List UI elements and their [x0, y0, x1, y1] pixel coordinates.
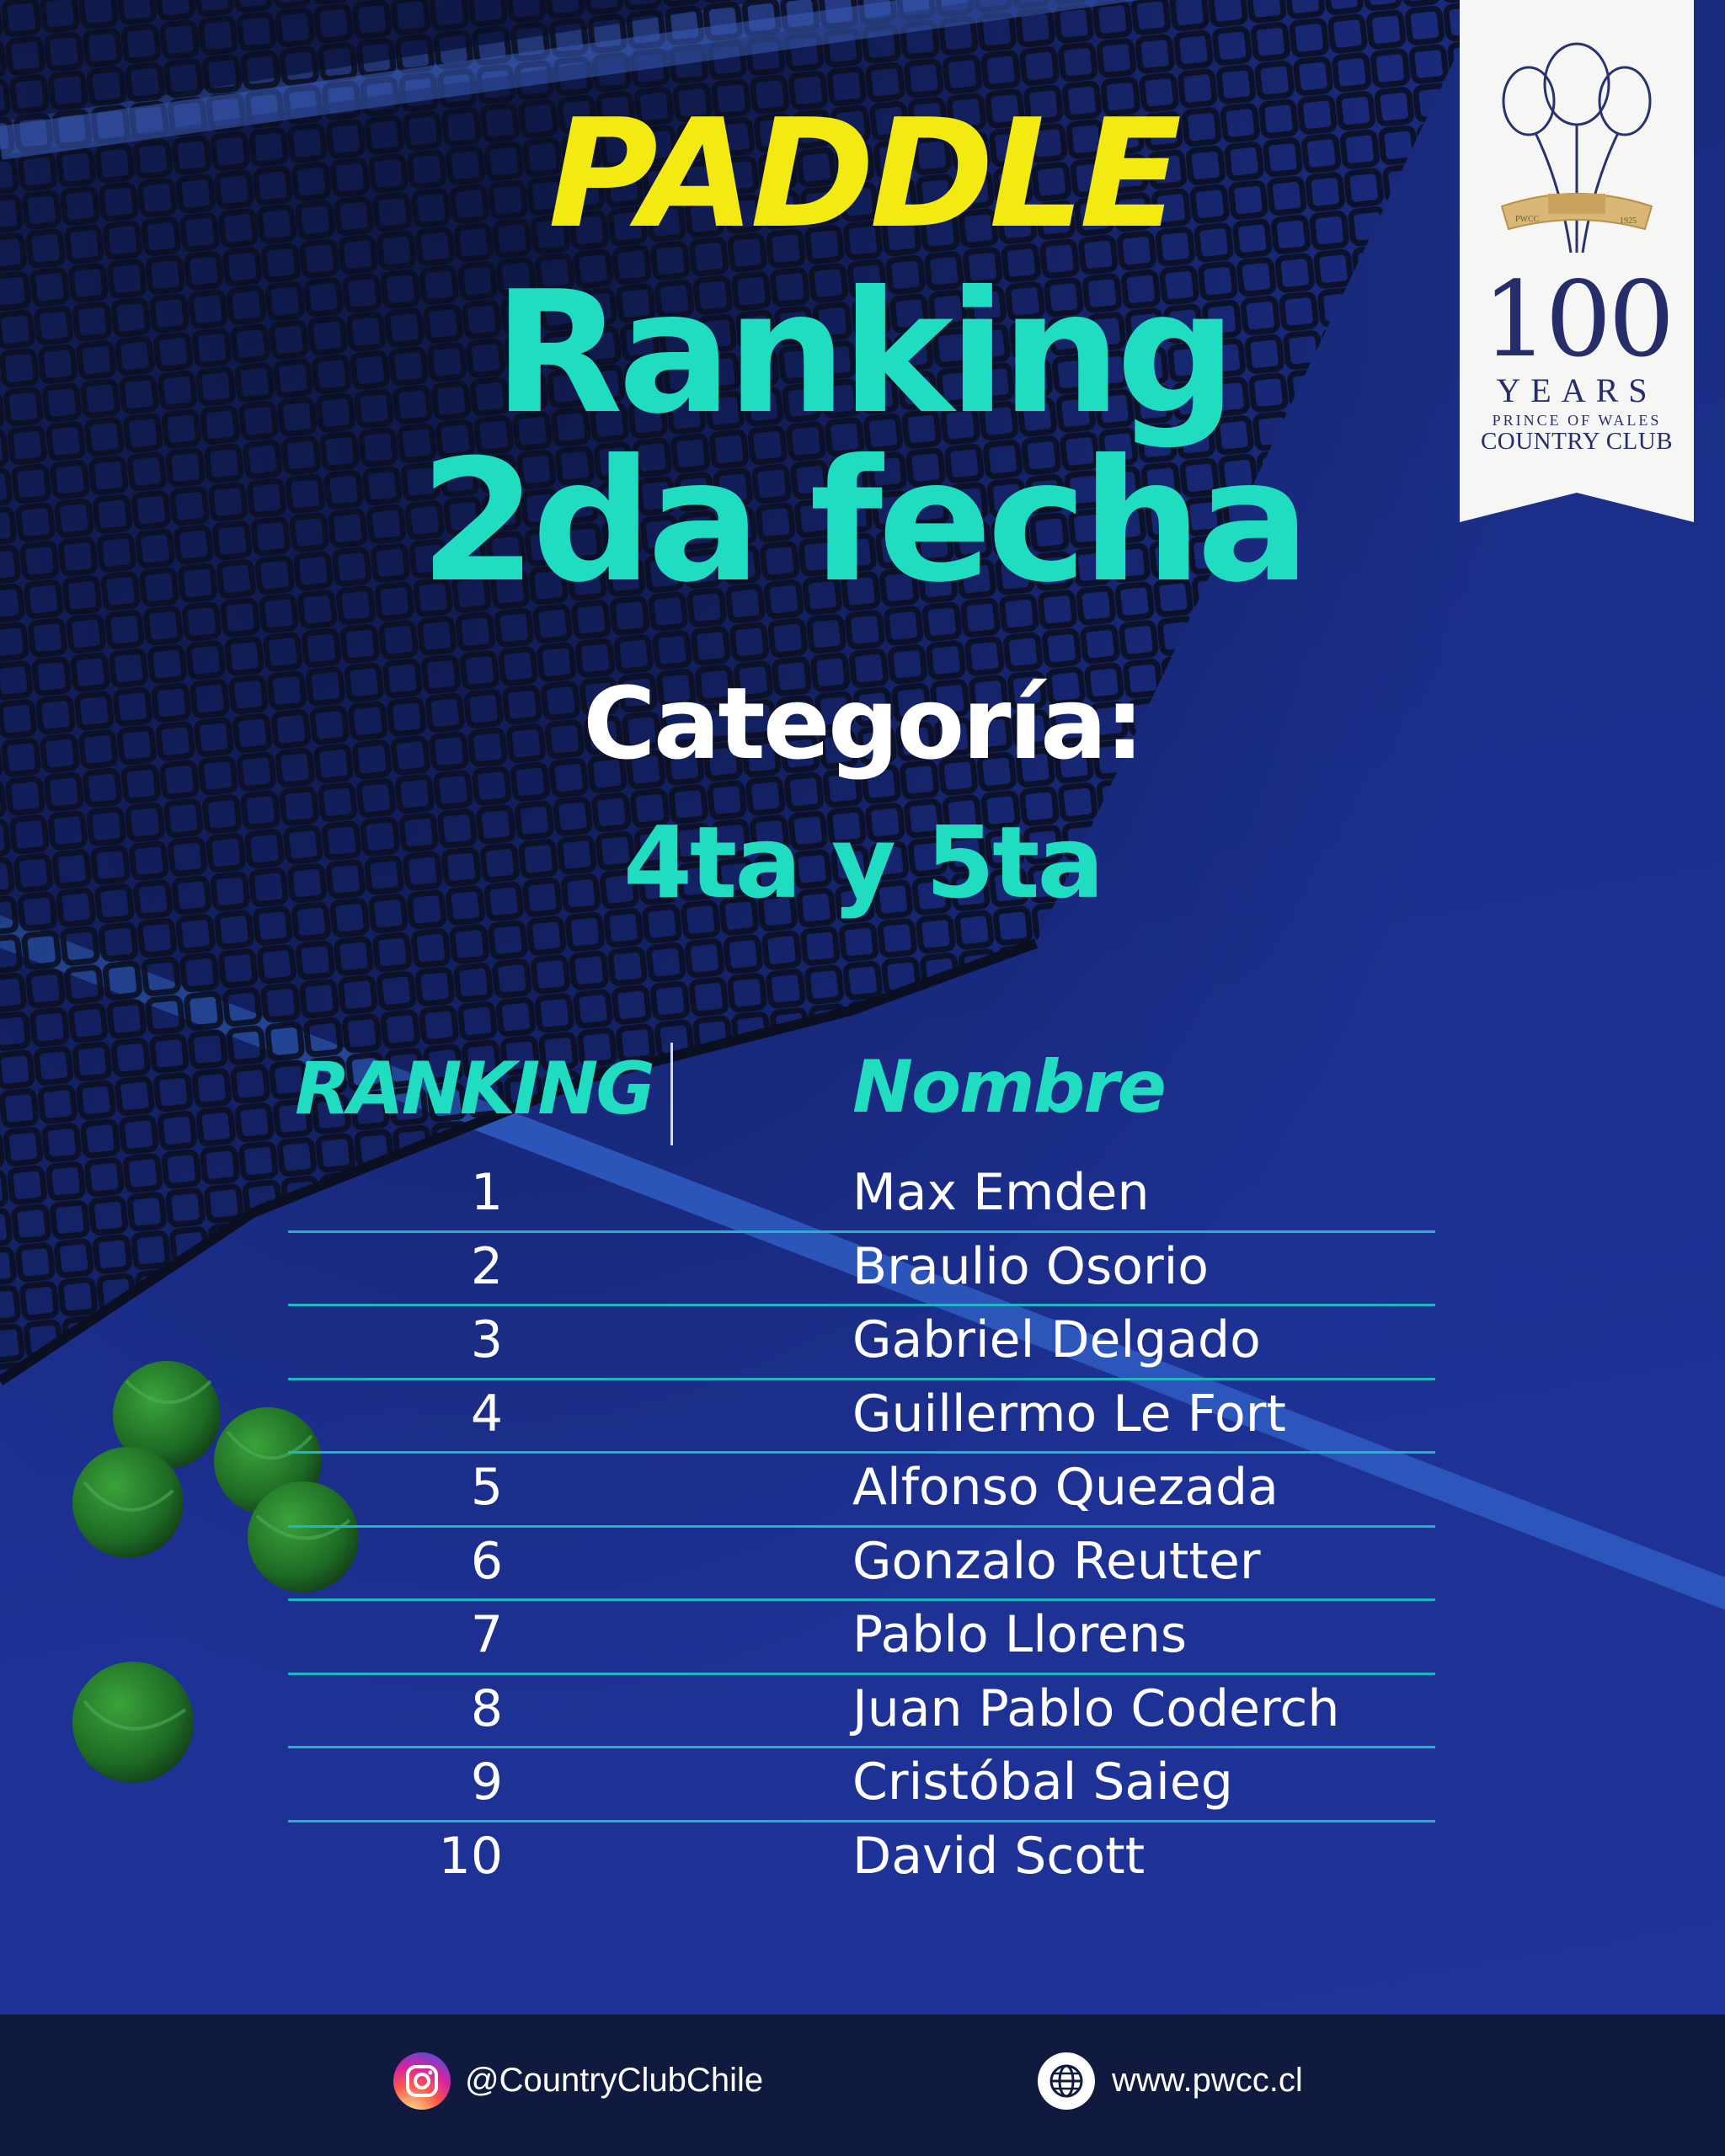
rank-cell: 6 — [470, 1531, 503, 1591]
name-cell: Gonzalo Reutter — [852, 1531, 1261, 1591]
table-row: 2 Braulio Osorio — [288, 1233, 1435, 1306]
tennis-ball-icon — [72, 1447, 184, 1558]
table-row: 9 Cristóbal Saieg — [288, 1748, 1435, 1822]
table-row: 8 Juan Pablo Coderch — [288, 1675, 1435, 1748]
badge-years: YEARS — [1496, 371, 1658, 409]
name-cell: Max Emden — [852, 1163, 1150, 1222]
rank-cell: 10 — [438, 1826, 503, 1886]
category-label: Categoría: — [583, 665, 1145, 782]
rank-cell: 1 — [470, 1163, 503, 1222]
table-row: 3 Gabriel Delgado — [288, 1306, 1435, 1380]
header-divider — [670, 1043, 673, 1145]
table-row: 4 Guillermo Le Fort — [288, 1380, 1435, 1454]
name-cell: Pablo Llorens — [852, 1605, 1188, 1664]
name-cell: Guillermo Le Fort — [852, 1384, 1286, 1444]
table-row: 6 Gonzalo Reutter — [288, 1528, 1435, 1601]
name-cell: Cristóbal Saieg — [852, 1753, 1233, 1812]
table-row: 7 Pablo Llorens — [288, 1601, 1435, 1675]
rank-cell: 5 — [470, 1458, 503, 1517]
anniversary-badge: PWCC 1925 — [1460, 0, 1694, 522]
table-header-name: Nombre — [852, 1045, 1167, 1129]
category-value: 4ta y 5ta — [622, 804, 1104, 921]
name-cell: Alfonso Quezada — [852, 1458, 1279, 1517]
badge-emblem-left: PWCC — [1515, 215, 1540, 224]
net-graphic — [0, 0, 1588, 1385]
rank-cell: 2 — [470, 1236, 503, 1296]
rank-cell: 7 — [470, 1605, 503, 1664]
name-cell: Braulio Osorio — [852, 1236, 1209, 1296]
rank-cell: 8 — [470, 1678, 503, 1738]
rank-cell: 4 — [470, 1384, 503, 1444]
title-ranking: Ranking — [493, 255, 1236, 451]
table-header-rank: RANKING — [295, 1047, 655, 1131]
tennis-ball-icon — [113, 1361, 221, 1469]
name-cell: Gabriel Delgado — [852, 1310, 1261, 1369]
tennis-ball-icon — [72, 1662, 194, 1783]
title-paddle: PADDLE — [547, 87, 1182, 261]
rank-cell: 3 — [470, 1310, 503, 1369]
table-row: 1 Max Emden — [288, 1159, 1435, 1233]
website-link[interactable]: www.pwcc.cl — [1112, 2062, 1303, 2099]
badge-number: 100 — [1482, 259, 1675, 381]
instagram-handle-link[interactable]: @CountryClubChile — [465, 2062, 764, 2099]
title-fecha: 2da fecha — [419, 424, 1310, 620]
table-row: 10 David Scott — [288, 1822, 1435, 1894]
prince-of-wales-feathers-icon — [1502, 42, 1652, 253]
table-row: 5 Alfonso Quezada — [288, 1454, 1435, 1528]
globe-icon[interactable] — [1038, 2052, 1095, 2110]
footer-bar — [0, 2015, 1725, 2156]
name-cell: David Scott — [852, 1826, 1146, 1886]
name-cell: Juan Pablo Coderch — [852, 1678, 1340, 1738]
balls-graphic — [72, 1361, 359, 1783]
badge-country-club: COUNTRY CLUB — [1480, 428, 1674, 455]
tennis-ball-icon — [248, 1481, 359, 1593]
rank-cell: 9 — [470, 1753, 503, 1812]
badge-emblem-right: 1925 — [1620, 216, 1637, 226]
ranking-table: 1 Max Emden 2 Braulio Osorio 3 Gabriel D… — [288, 1159, 1435, 1893]
instagram-icon[interactable] — [393, 2052, 451, 2110]
badge-prince-of-wales: PRINCE OF WALES — [1492, 412, 1662, 429]
